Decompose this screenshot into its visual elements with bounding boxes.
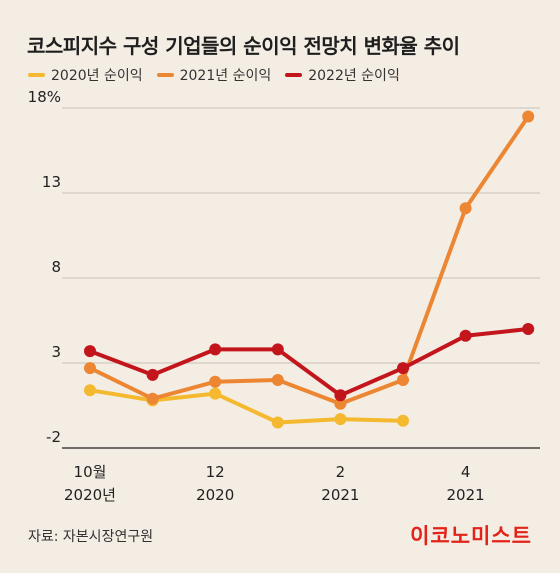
legend-label-2020: 2020년 순이익	[51, 68, 143, 84]
x-tick-label: 2020	[196, 486, 234, 504]
data-point	[146, 368, 159, 381]
legend-item-2021: 2021년 순이익	[156, 65, 272, 85]
data-point	[271, 374, 284, 386]
source-note: 자료: 자본시장연구원	[28, 529, 154, 545]
x-tick-label: 2021	[447, 486, 485, 504]
data-point	[334, 389, 347, 402]
data-point	[209, 343, 222, 356]
legend-label-2021: 2021년 순이익	[179, 68, 272, 84]
data-point	[397, 414, 409, 427]
x-tick-label: 4	[461, 463, 471, 481]
legend-label-2022: 2022년 순이익	[308, 68, 400, 84]
data-point	[459, 202, 472, 215]
y-axis-ticks: 18% 13 8 3 -2	[28, 88, 61, 446]
data-point	[84, 384, 96, 397]
data-point	[84, 362, 96, 375]
series-2	[84, 323, 535, 402]
legend-swatch-2021	[156, 73, 174, 77]
x-tick-label: 12	[206, 463, 225, 481]
series-line	[88, 388, 405, 425]
data-point	[334, 413, 347, 426]
legend-item-2020: 2020년 순이익	[28, 65, 143, 85]
series-lines	[84, 110, 535, 429]
y-tick-label: 3	[51, 343, 61, 361]
data-point	[271, 343, 284, 356]
series-line	[88, 114, 531, 406]
y-tick-label: 18%	[28, 88, 61, 106]
series-line	[88, 327, 531, 398]
legend-swatch-2020	[28, 73, 45, 77]
data-point	[271, 416, 284, 429]
legend: 2020년 순이익 2021년 순이익 2022년 순이익	[28, 65, 400, 85]
data-point	[397, 374, 409, 386]
x-tick-label: 10월	[74, 463, 107, 481]
legend-item-2022: 2022년 순이익	[285, 65, 400, 85]
data-point	[522, 110, 535, 123]
legend-swatch-2022	[285, 73, 303, 77]
x-axis-ticks: 10월 2020년 12 2020 2 2021 4 2021	[64, 463, 485, 504]
x-tick-label: 2020년	[64, 486, 116, 504]
grid-lines	[62, 107, 540, 364]
data-point	[459, 329, 472, 342]
series-1	[84, 110, 535, 410]
y-tick-label: 8	[51, 258, 61, 276]
data-point	[146, 392, 159, 405]
brand-logo: 이코노미스트	[410, 524, 532, 548]
data-point	[209, 387, 222, 400]
chart-title: 코스피지수 구성 기업들의 순이익 전망치 변화율 추이	[27, 34, 460, 58]
data-point	[84, 345, 96, 358]
data-point	[522, 323, 535, 335]
y-tick-label: -2	[46, 428, 61, 446]
x-tick-label: 2021	[321, 486, 359, 504]
y-tick-label: 13	[42, 173, 61, 191]
x-tick-label: 2	[336, 463, 346, 481]
data-point	[397, 362, 409, 375]
data-point	[209, 375, 222, 388]
data-point	[334, 397, 347, 410]
